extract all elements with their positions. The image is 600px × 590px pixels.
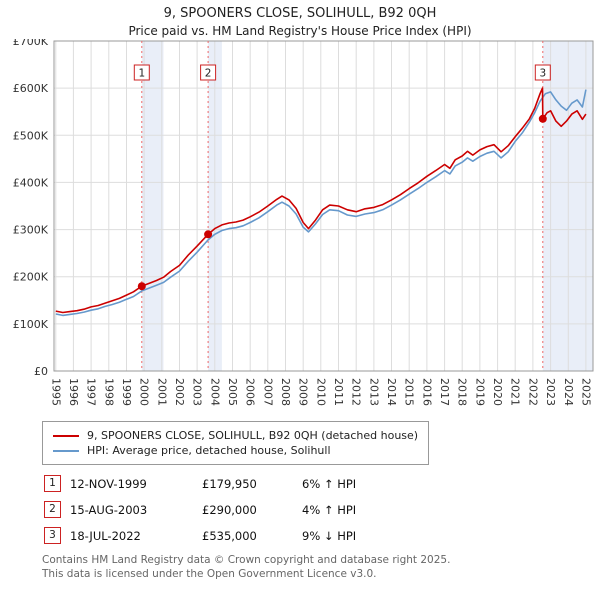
svg-text:2: 2: [205, 68, 212, 80]
legend-item-property: 9, SPOONERS CLOSE, SOLIHULL, B92 0QH (de…: [53, 429, 418, 442]
svg-text:2010: 2010: [314, 378, 327, 406]
svg-text:2008: 2008: [279, 378, 292, 406]
svg-text:2024: 2024: [562, 378, 575, 406]
svg-text:2019: 2019: [473, 378, 486, 406]
price-history-chart: 1995 1996 1997 1998 1999 2000 2001 2002 2003 2004…: [13, 39, 594, 406]
transaction-hpi-delta: 4% ↑ HPI: [302, 502, 357, 517]
svg-text:2003: 2003: [191, 378, 204, 406]
svg-text:2023: 2023: [544, 378, 557, 406]
svg-text:£100K: £100K: [13, 318, 49, 331]
svg-text:1995: 1995: [49, 378, 62, 406]
svg-text:2009: 2009: [297, 378, 310, 406]
footer-line-2: This data is licensed under the Open Gov…: [42, 567, 377, 580]
transaction-row: 2 15-AUG-2003 £290,000 4% ↑ HPI: [44, 501, 600, 519]
svg-text:2021: 2021: [509, 378, 522, 406]
svg-text:2001: 2001: [155, 378, 168, 406]
svg-text:2025: 2025: [579, 378, 592, 406]
svg-text:1997: 1997: [85, 378, 98, 406]
svg-text:3: 3: [539, 68, 546, 80]
page-subtitle: Price paid vs. HM Land Registry's House …: [128, 23, 472, 38]
transaction-price: £179,950: [202, 476, 257, 491]
svg-text:2014: 2014: [385, 378, 398, 406]
svg-text:1998: 1998: [102, 378, 115, 406]
svg-text:£500K: £500K: [13, 130, 49, 143]
legend-label-hpi: HPI: Average price, detached house, Soli…: [87, 444, 331, 458]
svg-text:2018: 2018: [456, 378, 469, 406]
svg-text:2012: 2012: [350, 378, 363, 406]
transaction-price: £535,000: [202, 528, 257, 543]
svg-text:£0: £0: [34, 365, 48, 378]
svg-text:1999: 1999: [120, 378, 133, 406]
property-line-swatch: [53, 434, 79, 437]
svg-text:2005: 2005: [226, 378, 239, 406]
chart-legend: 9, SPOONERS CLOSE, SOLIHULL, B92 0QH (de…: [42, 421, 430, 466]
svg-text:2016: 2016: [420, 378, 433, 406]
transaction-row: 3 18-JUL-2022 £535,000 9% ↓ HPI: [44, 527, 600, 545]
transaction-number-badge: 2: [44, 501, 61, 519]
svg-text:2004: 2004: [208, 378, 221, 406]
footer-line-1: Contains HM Land Registry data © Crown c…: [42, 554, 451, 567]
legend-label-property: 9, SPOONERS CLOSE, SOLIHULL, B92 0QH (de…: [87, 429, 419, 443]
svg-text:£300K: £300K: [13, 224, 49, 237]
svg-text:£700K: £700K: [13, 39, 49, 48]
license-footer: Contains HM Land Registry data © Crown c…: [42, 554, 600, 580]
transaction-hpi-delta: 6% ↑ HPI: [302, 476, 357, 491]
transaction-date: 18-JUL-2022: [70, 528, 141, 543]
svg-text:2017: 2017: [438, 378, 451, 406]
svg-text:£200K: £200K: [13, 271, 49, 284]
transaction-number-badge: 1: [44, 475, 61, 493]
transaction-price: £290,000: [202, 502, 257, 517]
svg-text:2011: 2011: [332, 378, 345, 406]
svg-text:2002: 2002: [173, 378, 186, 406]
legend-item-hpi: HPI: Average price, detached house, Soli…: [53, 444, 418, 457]
svg-text:1: 1: [138, 68, 145, 80]
svg-text:2006: 2006: [244, 378, 257, 406]
svg-text:2007: 2007: [261, 378, 274, 406]
transaction-date: 15-AUG-2003: [70, 502, 148, 517]
svg-text:1996: 1996: [67, 378, 80, 406]
svg-text:2000: 2000: [138, 378, 151, 406]
page-title: 9, SPOONERS CLOSE, SOLIHULL, B92 0QH: [163, 6, 437, 21]
svg-text:2013: 2013: [367, 378, 380, 406]
transaction-date: 12-NOV-1999: [70, 476, 147, 491]
svg-text:2015: 2015: [403, 378, 416, 406]
transaction-number-badge: 3: [44, 527, 61, 545]
transaction-row: 1 12-NOV-1999 £179,950 6% ↑ HPI: [44, 475, 600, 493]
svg-text:£600K: £600K: [13, 83, 49, 96]
svg-text:2020: 2020: [491, 378, 504, 406]
hpi-line-swatch: [53, 449, 79, 452]
chart-header: 9, SPOONERS CLOSE, SOLIHULL, B92 0QH Pri…: [0, 6, 600, 39]
svg-text:2022: 2022: [526, 378, 539, 406]
svg-text:£400K: £400K: [13, 177, 49, 190]
transaction-hpi-delta: 9% ↓ HPI: [302, 528, 357, 543]
transactions-list: 1 12-NOV-1999 £179,950 6% ↑ HPI 2 15-AUG…: [44, 475, 600, 545]
